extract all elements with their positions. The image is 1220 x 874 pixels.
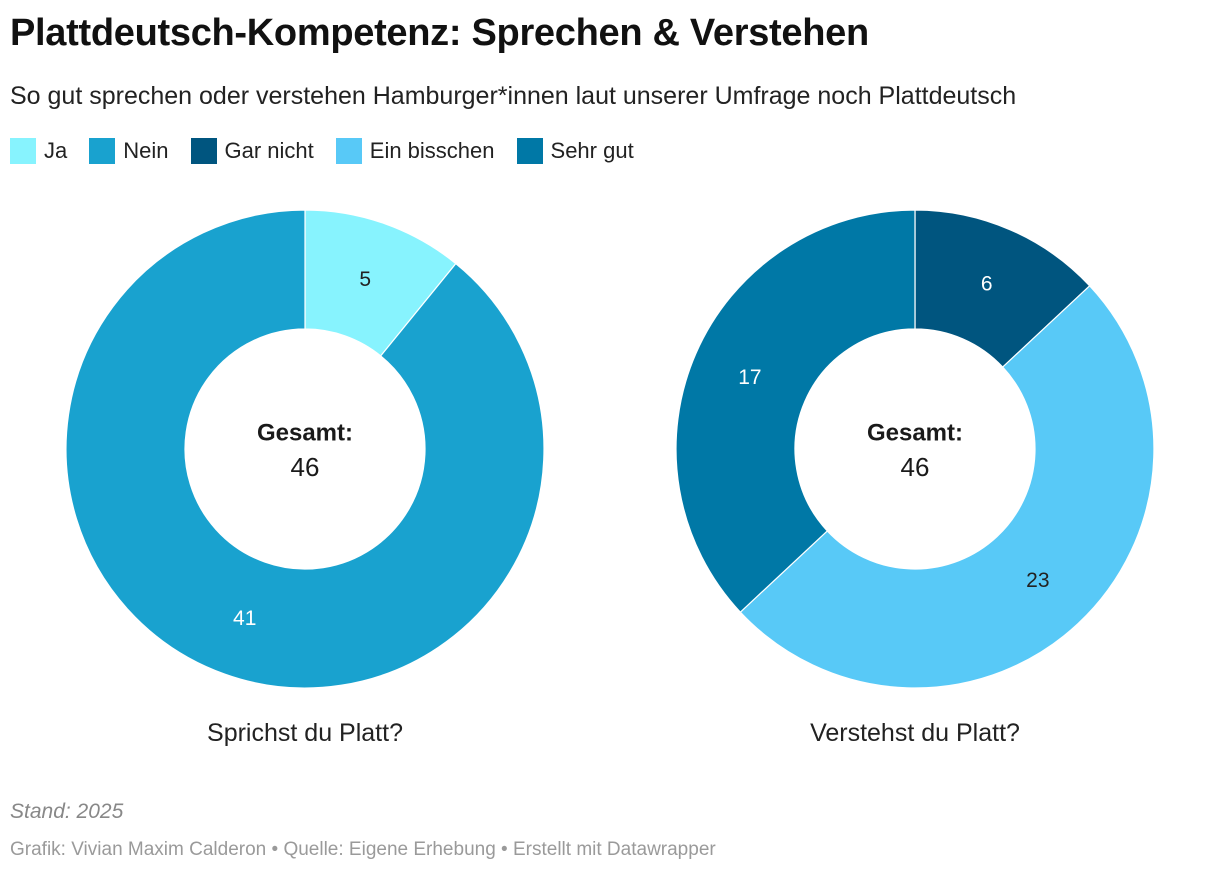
footer-source: Grafik: Vivian Maxim Calderon • Quelle: … bbox=[10, 839, 716, 860]
donut-slice-sehr-gut-2 bbox=[675, 209, 916, 613]
center-value-2: 46 bbox=[901, 452, 930, 482]
slice-value-label-nein-1: 41 bbox=[233, 607, 256, 630]
legend: Ja Nein Gar nicht Ein bisschen Sehr gut bbox=[10, 138, 634, 164]
legend-item-nein: Nein bbox=[89, 138, 169, 164]
slice-value-label-sehr-gut-2: 17 bbox=[738, 366, 761, 389]
center-label-1: Gesamt: bbox=[257, 420, 353, 447]
chart-caption-2: Verstehst du Platt? bbox=[810, 719, 1020, 747]
legend-swatch-ein-bisschen bbox=[335, 138, 362, 164]
legend-label-ein-bisschen: Ein bisschen bbox=[369, 138, 495, 163]
legend-label-sehr-gut: Sehr gut bbox=[550, 138, 634, 163]
chart-title: Plattdeutsch-Kompetenz: Sprechen & Verst… bbox=[10, 12, 869, 54]
legend-label-ja: Ja bbox=[44, 138, 68, 163]
legend-swatch-gar-nicht bbox=[190, 138, 217, 164]
slice-value-label-gar-nicht-2: 6 bbox=[981, 272, 993, 295]
donut-slice-gar-nicht-2 bbox=[914, 209, 1091, 368]
donut-slice-nein-1 bbox=[65, 209, 545, 689]
slice-value-label-ein-bisschen-2: 23 bbox=[1026, 569, 1049, 592]
chart-caption-1: Sprichst du Platt? bbox=[207, 719, 403, 747]
legend-swatch-nein bbox=[89, 138, 116, 164]
center-label-2: Gesamt: bbox=[867, 420, 963, 447]
center-value-1: 46 bbox=[291, 452, 320, 482]
legend-item-gar-nicht: Gar nicht bbox=[190, 138, 314, 164]
legend-swatch-ja bbox=[10, 138, 36, 164]
legend-label-gar-nicht: Gar nicht bbox=[224, 138, 314, 163]
legend-item-ein-bisschen: Ein bisschen bbox=[335, 138, 495, 164]
donut-chart-1: 5 41 Gesamt: 46 Sprichst du Platt? bbox=[65, 209, 545, 747]
legend-swatch-sehr-gut bbox=[516, 138, 543, 164]
donut-slice-ein-bisschen-2 bbox=[739, 285, 1155, 689]
legend-item-ja: Ja bbox=[10, 138, 67, 164]
legend-item-sehr-gut: Sehr gut bbox=[516, 138, 634, 164]
legend-label-nein: Nein bbox=[123, 138, 169, 163]
footer-stand: Stand: 2025 bbox=[10, 800, 124, 823]
slice-value-label-ja-1: 5 bbox=[359, 268, 371, 291]
chart-subtitle: So gut sprechen oder verstehen Hamburger… bbox=[10, 82, 1017, 110]
donut-chart-2: 6 23 17 Gesamt: 46 Verstehst du Platt? bbox=[675, 209, 1155, 747]
